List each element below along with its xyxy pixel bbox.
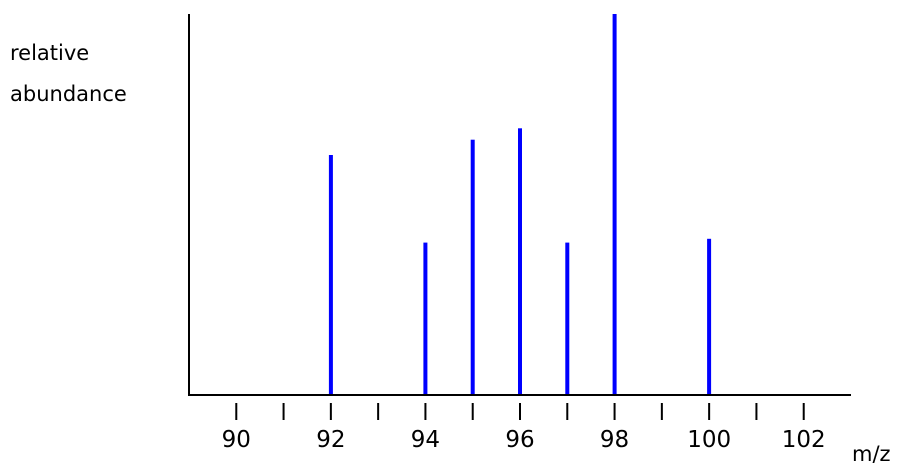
bar-mz-96 xyxy=(518,128,522,396)
x-tick-labels: 90 92 94 96 98 100 102 xyxy=(222,427,826,453)
bar-mz-97 xyxy=(565,242,570,395)
bar-mz-98 xyxy=(612,14,617,395)
x-tick-label-96: 96 xyxy=(505,427,534,453)
x-tick-label-94: 94 xyxy=(411,427,440,453)
bar-mz-94 xyxy=(423,242,428,395)
x-tick-label-92: 92 xyxy=(316,427,345,453)
x-tick-label-98: 98 xyxy=(600,427,629,453)
x-ticks xyxy=(235,403,805,420)
x-tick-label-90: 90 xyxy=(222,427,251,453)
bars xyxy=(328,14,712,396)
x-tick-label-100: 100 xyxy=(687,427,731,453)
x-axis-label: m/z xyxy=(852,442,891,463)
y-axis-label-line-2: abundance xyxy=(10,82,127,106)
bar-mz-92 xyxy=(328,155,333,395)
x-tick-label-102: 102 xyxy=(782,427,826,453)
bar-mz-100 xyxy=(707,238,712,395)
y-axis-label-line-1: relative xyxy=(10,41,89,65)
bar-mz-95 xyxy=(470,139,475,395)
